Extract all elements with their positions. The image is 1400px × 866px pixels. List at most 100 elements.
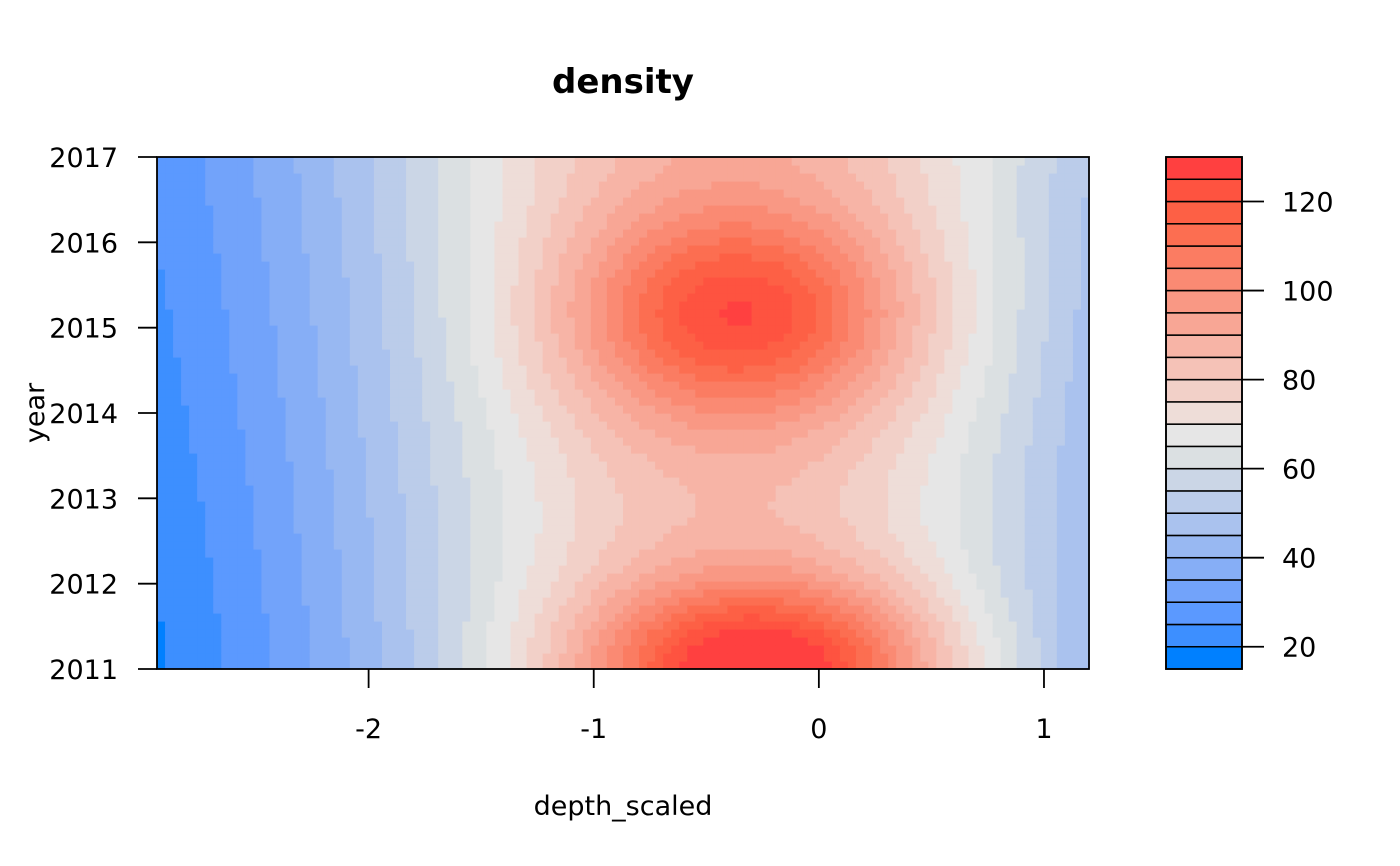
heatmap-cell: [502, 493, 512, 502]
heatmap-cell: [606, 357, 616, 366]
heatmap-cell: [518, 437, 528, 446]
heatmap-cell: [406, 661, 415, 670]
heatmap-cell: [518, 541, 528, 550]
heatmap-cell: [373, 453, 383, 462]
heatmap-cell: [494, 581, 504, 590]
heatmap-cell: [711, 205, 721, 214]
heatmap-cell: [414, 253, 423, 262]
heatmap-cell: [205, 301, 214, 310]
heatmap-cell: [173, 269, 182, 278]
heatmap-cell: [293, 637, 303, 646]
heatmap-cell: [173, 485, 182, 494]
heatmap-cell: [430, 389, 439, 398]
heatmap-cell: [735, 645, 745, 654]
heatmap-cell: [157, 549, 166, 558]
heatmap-cell: [526, 557, 536, 566]
heatmap-cell: [341, 229, 351, 238]
heatmap-cell: [229, 341, 238, 350]
heatmap-cell: [655, 477, 664, 486]
heatmap-cell: [189, 445, 198, 454]
heatmap-cell: [245, 301, 255, 310]
heatmap-cell: [365, 429, 375, 438]
heatmap-cell: [526, 357, 536, 366]
heatmap-cell: [357, 317, 367, 326]
heatmap-cell: [550, 197, 560, 206]
heatmap-cell: [414, 605, 423, 614]
heatmap-cell: [775, 173, 785, 182]
heatmap-cell: [285, 197, 295, 206]
heatmap-cell: [293, 285, 303, 294]
heatmap-cell: [237, 341, 246, 350]
heatmap-cell: [582, 645, 592, 654]
heatmap-cell: [671, 469, 680, 478]
heatmap-cell: [494, 525, 504, 534]
heatmap-cell: [349, 509, 359, 518]
heatmap-cell: [462, 373, 471, 382]
heatmap-cell: [526, 533, 536, 542]
heatmap-cell: [269, 477, 279, 486]
heatmap-cell: [655, 581, 664, 590]
heatmap-cell: [446, 493, 455, 502]
heatmap-cell: [743, 245, 753, 254]
heatmap-cell: [406, 597, 415, 606]
heatmap-cell: [301, 637, 311, 646]
heatmap-cell: [566, 325, 576, 334]
heatmap-cell: [301, 181, 311, 190]
heatmap-cell: [245, 197, 255, 206]
heatmap-cell: [349, 469, 359, 478]
heatmap-cell: [438, 253, 447, 262]
heatmap-cell: [381, 253, 391, 262]
heatmap-cell: [406, 293, 415, 302]
heatmap-cell: [373, 653, 383, 662]
heatmap-cell: [727, 501, 737, 510]
heatmap-cell: [663, 261, 672, 270]
heatmap-cell: [695, 541, 704, 550]
heatmap-cell: [317, 365, 327, 374]
heatmap-cell: [759, 437, 769, 446]
heatmap-cell: [671, 517, 680, 526]
heatmap-cell: [614, 253, 624, 262]
heatmap-cell: [719, 541, 729, 550]
heatmap-cell: [373, 197, 383, 206]
heatmap-cell: [494, 565, 504, 574]
heatmap-cell: [229, 653, 238, 662]
heatmap-cell: [245, 269, 255, 278]
heatmap-cell: [751, 405, 761, 414]
heatmap-cell: [173, 325, 182, 334]
heatmap-cell: [679, 429, 688, 438]
heatmap-cell: [598, 309, 608, 318]
heatmap-cell: [462, 229, 471, 238]
heatmap-cell: [381, 181, 391, 190]
heatmap-cell: [558, 605, 568, 614]
heatmap-cell: [719, 397, 729, 406]
heatmap-cell: [213, 173, 222, 182]
heatmap-cell: [542, 325, 552, 334]
heatmap-cell: [333, 429, 343, 438]
heatmap-cell: [494, 389, 504, 398]
heatmap-cell: [197, 453, 206, 462]
heatmap-cell: [478, 645, 488, 654]
heatmap-cell: [253, 509, 263, 518]
heatmap-cell: [390, 637, 399, 646]
heatmap-cell: [325, 573, 335, 582]
heatmap-cell: [735, 557, 745, 566]
heatmap-cell: [614, 333, 624, 342]
heatmap-cell: [639, 181, 648, 190]
heatmap-cell: [542, 173, 552, 182]
heatmap-cell: [518, 341, 528, 350]
heatmap-cell: [631, 565, 640, 574]
heatmap-cell: [341, 405, 351, 414]
heatmap-cell: [446, 157, 455, 166]
heatmap-cell: [301, 277, 311, 286]
heatmap-cell: [486, 277, 496, 286]
heatmap-cell: [582, 445, 592, 454]
heatmap-cell: [606, 437, 616, 446]
heatmap-cell: [349, 485, 359, 494]
heatmap-cell: [269, 317, 279, 326]
heatmap-cell: [727, 181, 737, 190]
heatmap-cell: [309, 325, 319, 334]
heatmap-cell: [711, 549, 721, 558]
heatmap-cell: [446, 557, 455, 566]
heatmap-cell: [373, 637, 383, 646]
heatmap-cell: [157, 197, 166, 206]
